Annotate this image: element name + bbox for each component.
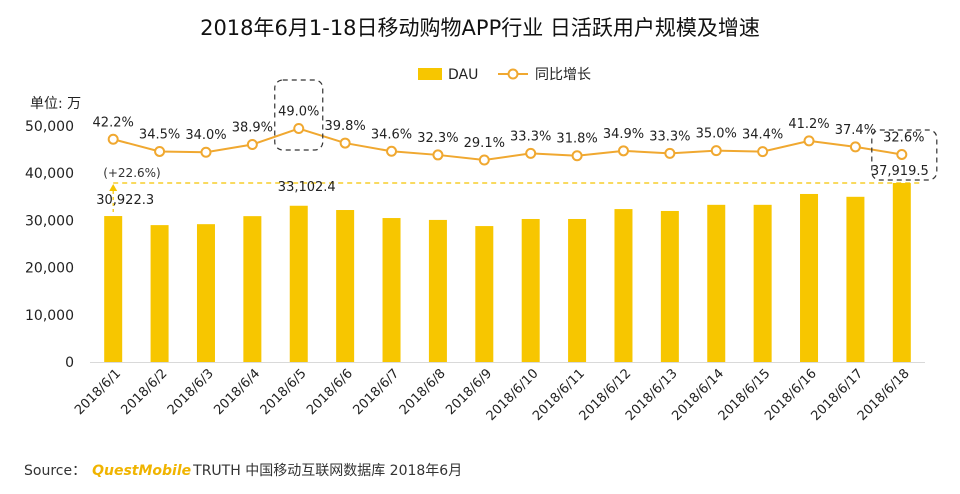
chart-title: 2018年6月1-18日移动购物APP行业 日活跃用户规模及增速 bbox=[200, 16, 760, 40]
x-tick-label: 2018/6/2 bbox=[119, 366, 171, 418]
growth-label: 34.4% bbox=[742, 128, 783, 143]
y-axis-unit-label: 单位: 万 bbox=[30, 96, 81, 112]
growth-label: 39.8% bbox=[324, 119, 365, 134]
growth-point bbox=[710, 145, 722, 157]
x-tick-label: 2018/6/8 bbox=[397, 366, 449, 418]
legend-growth-marker bbox=[507, 68, 519, 80]
growth-point bbox=[107, 133, 119, 145]
growth-label: 32.3% bbox=[417, 131, 458, 146]
growth-label: 42.2% bbox=[93, 115, 134, 130]
growth-label: 32.6% bbox=[883, 130, 924, 145]
dau-bar bbox=[800, 193, 819, 362]
growth-label: 37.4% bbox=[835, 123, 876, 138]
growth-label: 31.8% bbox=[556, 132, 597, 147]
growth-point bbox=[803, 135, 815, 147]
y-tick-label: 40,000 bbox=[25, 166, 74, 182]
growth-point bbox=[200, 146, 212, 158]
dau-bar bbox=[289, 205, 308, 362]
y-tick-label: 0 bbox=[65, 355, 74, 371]
dau-bar bbox=[568, 218, 587, 362]
highlight-box-peak bbox=[274, 79, 324, 151]
growth-point bbox=[571, 150, 583, 162]
source-label: Source： bbox=[24, 463, 87, 479]
x-tick-label: 2018/6/7 bbox=[350, 366, 402, 418]
growth-label: 34.6% bbox=[371, 127, 412, 142]
legend-growth-label: 同比增长 bbox=[535, 67, 591, 83]
dau-bar bbox=[521, 218, 540, 362]
growth-label: 38.9% bbox=[232, 120, 273, 135]
growth-point bbox=[246, 138, 258, 150]
growth-label: 35.0% bbox=[696, 127, 737, 142]
growth-point bbox=[757, 146, 769, 158]
growth-point bbox=[617, 145, 629, 157]
growth-annotation: (+22.6%) bbox=[103, 166, 161, 180]
growth-point bbox=[293, 123, 305, 134]
y-tick-label: 30,000 bbox=[25, 213, 74, 229]
dau-bar bbox=[428, 219, 447, 362]
growth-label: 34.9% bbox=[603, 127, 644, 142]
growth-point bbox=[896, 148, 908, 160]
bar-label-last: 37,919.5 bbox=[871, 164, 929, 179]
y-tick-label: 10,000 bbox=[25, 308, 74, 324]
x-tick-label: 2018/6/5 bbox=[258, 366, 310, 418]
growth-line bbox=[112, 127, 902, 162]
legend-dau-swatch bbox=[418, 68, 442, 80]
growth-point bbox=[154, 145, 166, 157]
legend-dau-label: DAU bbox=[448, 67, 478, 83]
source-text: TRUTH 中国移动互联网数据库 2018年6月 bbox=[193, 463, 463, 479]
bar-label-peak: 33,102.4 bbox=[278, 180, 336, 195]
dau-bar bbox=[475, 226, 494, 362]
growth-point bbox=[432, 149, 444, 161]
dau-bar bbox=[707, 204, 726, 362]
source-brand: QuestMobile bbox=[92, 463, 192, 479]
growth-point bbox=[849, 141, 861, 153]
dau-bar bbox=[336, 210, 355, 362]
growth-label: 41.2% bbox=[788, 117, 829, 132]
dau-bar bbox=[243, 216, 262, 362]
growth-label: 33.3% bbox=[649, 129, 690, 144]
growth-point bbox=[525, 147, 537, 159]
growth-label: 33.3% bbox=[510, 129, 551, 144]
dau-bar bbox=[846, 196, 865, 362]
y-tick-label: 20,000 bbox=[25, 261, 74, 277]
growth-label: 49.0% bbox=[278, 105, 319, 120]
x-tick-label: 2018/6/1 bbox=[72, 366, 124, 418]
source-line: Source： QuestMobile TRUTH 中国移动互联网数据库 2018年… bbox=[24, 460, 462, 480]
dau-bar bbox=[150, 225, 169, 362]
x-tick-label: 2018/6/6 bbox=[304, 366, 356, 418]
bar-label-first: 30,922.3 bbox=[96, 193, 154, 208]
growth-label: 29.1% bbox=[464, 136, 505, 151]
growth-point bbox=[339, 137, 351, 149]
x-tick-label: 2018/6/3 bbox=[165, 366, 217, 418]
growth-point bbox=[478, 154, 490, 166]
growth-point bbox=[664, 147, 676, 159]
dau-bar bbox=[196, 224, 215, 362]
growth-point bbox=[386, 145, 398, 157]
dau-bar bbox=[382, 218, 401, 362]
x-tick-label: 2018/6/4 bbox=[211, 366, 263, 418]
dau-bar bbox=[892, 183, 911, 362]
growth-arrow-head bbox=[109, 184, 118, 192]
y-tick-label: 50,000 bbox=[25, 119, 74, 135]
dau-bar bbox=[614, 209, 633, 362]
growth-label: 34.5% bbox=[139, 127, 180, 142]
dau-bar bbox=[660, 210, 679, 362]
dau-bar bbox=[753, 204, 772, 362]
growth-label: 34.0% bbox=[185, 128, 226, 143]
dau-bar bbox=[104, 216, 123, 362]
